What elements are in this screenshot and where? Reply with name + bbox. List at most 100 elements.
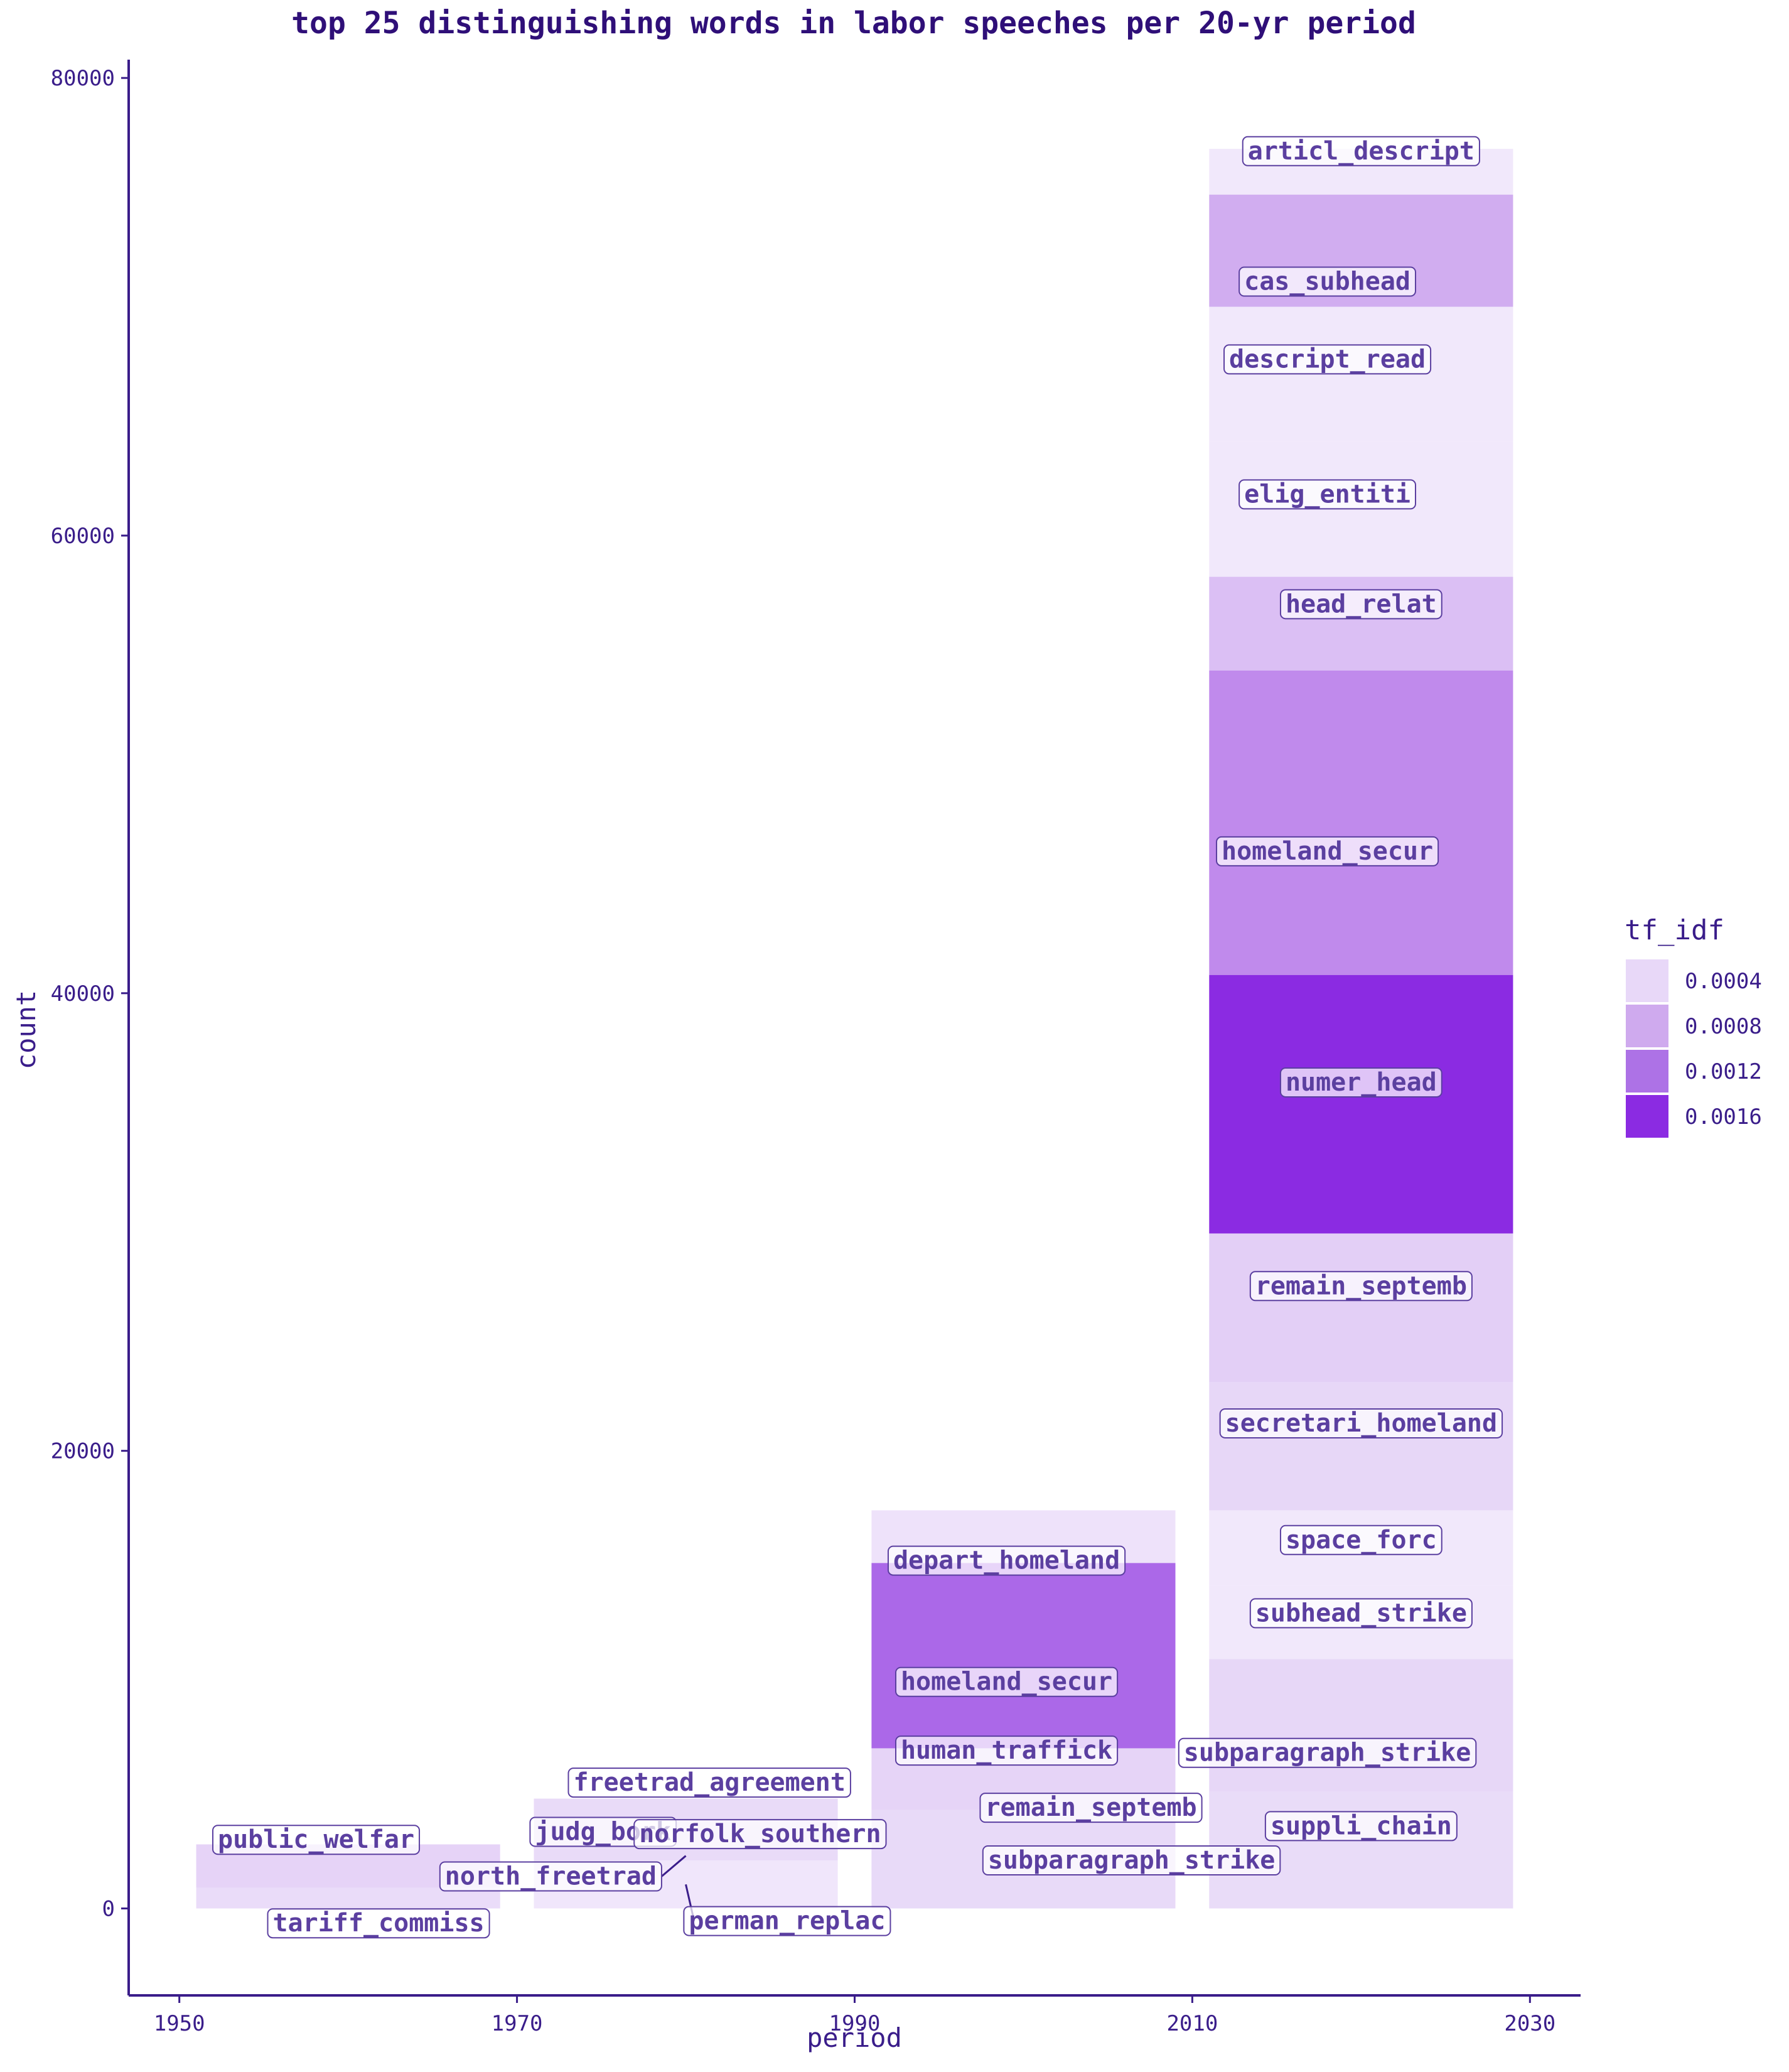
bar-segment-homeland-secur-2000 [871, 1563, 1176, 1749]
word-label: tariff_commiss [267, 1908, 490, 1939]
word-label-box [1279, 1524, 1442, 1555]
word-label-box [1238, 266, 1417, 297]
word-label: norfolk_southern [633, 1819, 887, 1850]
word-label-text: norfolk_southern [639, 1820, 881, 1848]
word-label: subparagraph_strike [982, 1845, 1281, 1875]
word-label-box [1216, 836, 1439, 866]
word-label-box [633, 1819, 887, 1850]
word-label-text: remain_septemb [1255, 1271, 1467, 1300]
word-label-box [887, 1545, 1126, 1576]
word-label: suppli_chain [1264, 1811, 1458, 1842]
bar-segment-numer-head-2020 [1209, 974, 1513, 1234]
label-leader-line [660, 1855, 687, 1877]
legend-swatch [1626, 959, 1668, 1002]
word-label-text: subparagraph_strike [1184, 1739, 1471, 1767]
y-tick-label: 80000 [51, 66, 115, 91]
legend-label: 0.0016 [1685, 1104, 1762, 1130]
word-label: numer_head [1279, 1067, 1442, 1098]
bar-segment-homeland-secur-2020 [1209, 671, 1513, 975]
word-label-text: subhead_strike [1255, 1599, 1467, 1627]
word-label-box [1242, 136, 1480, 166]
word-label-text: cas_subhead [1244, 267, 1410, 296]
word-label: cas_subhead [1238, 266, 1417, 297]
word-label-box [683, 1906, 891, 1936]
legend-swatch [1626, 1005, 1668, 1047]
y-tick-label: 0 [102, 1897, 115, 1922]
y-tick-label: 40000 [51, 981, 115, 1006]
word-label-text: articl_descript [1248, 137, 1475, 166]
word-label-box [1279, 589, 1442, 620]
word-label: subparagraph_strike [1178, 1737, 1477, 1768]
word-label: public_welfar [212, 1825, 421, 1855]
legend-swatch [1626, 1050, 1668, 1093]
word-label-text: homeland_secur [901, 1668, 1112, 1697]
word-label-text: remain_septemb [985, 1793, 1196, 1822]
word-label-text: numer_head [1286, 1068, 1437, 1097]
legend-swatch [1626, 1095, 1668, 1138]
word-label-box [212, 1825, 421, 1855]
word-label-box [1219, 1408, 1503, 1438]
bar-segment-secretari-homeland-2020 [1209, 1382, 1513, 1511]
word-label-text: north_freetrad [445, 1862, 657, 1891]
x-tick-label: 1950 [154, 2011, 205, 2036]
x-tick-label: 1970 [492, 2011, 543, 2036]
word-label-text: homeland_secur [1222, 837, 1433, 866]
word-label-text: space_forc [1286, 1526, 1437, 1555]
word-label: elig_entiti [1238, 479, 1417, 510]
y-tick-label: 20000 [51, 1439, 115, 1464]
word-label-box [267, 1908, 490, 1939]
word-label: descript_read [1223, 344, 1432, 375]
legend-title: tf_idf [1625, 914, 1724, 946]
word-label-text: secretari_homeland [1225, 1409, 1497, 1438]
word-labels-layer: public_welfar tariff_commiss freetrad_agre… [212, 136, 1503, 1939]
word-label-box [439, 1861, 662, 1892]
word-label-text: suppli_chain [1271, 1811, 1452, 1840]
y-axis-title: count [11, 990, 41, 1069]
word-label: secretari_homeland [1219, 1408, 1503, 1438]
word-label-text: descript_read [1229, 345, 1426, 374]
word-label: remain_septemb [979, 1793, 1203, 1823]
word-label-box [894, 1735, 1119, 1766]
word-label-text: subparagraph_strike [988, 1846, 1276, 1875]
word-label: depart_homeland [887, 1545, 1126, 1576]
word-label-box [894, 1666, 1119, 1697]
chart-title: top 25 distinguishing words in labor spe… [291, 6, 1416, 41]
x-axis-ticks: 1950 1970 1990 2010 2030 [154, 1995, 1555, 2036]
bar-segment-subparagraph-strike-2020 [1209, 1659, 1513, 1792]
word-label: perman_replac [683, 1906, 891, 1936]
word-label: articl_descript [1242, 136, 1480, 166]
y-axis-ticks: 0 20000 40000 60000 80000 [51, 66, 129, 1922]
word-label-text: perman_replac [689, 1907, 885, 1936]
word-label: subhead_strike [1249, 1598, 1473, 1629]
bar-segment-north-freetrad-1980 [534, 1848, 838, 1860]
word-label-text: freetrad_agreement [573, 1768, 845, 1797]
word-label-text: human_traffick [901, 1736, 1112, 1765]
word-label: homeland_secur [894, 1666, 1119, 1697]
y-tick-label: 60000 [51, 524, 115, 549]
word-label: freetrad_agreement [567, 1767, 851, 1798]
word-label-box [979, 1793, 1203, 1823]
bar-segment-remain-septemb-2020 [1209, 1233, 1513, 1383]
word-label-box [1279, 1067, 1442, 1098]
x-tick-label: 2030 [1504, 2011, 1555, 2036]
word-label: space_forc [1279, 1524, 1442, 1555]
word-label: north_freetrad [439, 1861, 662, 1892]
word-label-box [567, 1767, 851, 1798]
legend: tf_idf 0.0004 0.0008 0.0012 0.0016 [1625, 914, 1762, 1138]
word-label-text: depart_homeland [893, 1546, 1120, 1575]
legend-label: 0.0008 [1685, 1014, 1762, 1039]
word-label-text: elig_entiti [1244, 480, 1410, 509]
legend-label: 0.0004 [1685, 969, 1762, 994]
x-tick-label: 2010 [1166, 2011, 1218, 2036]
word-label-box [1264, 1811, 1458, 1842]
word-label-text: tariff_commiss [272, 1909, 484, 1938]
bars-layer [196, 149, 1513, 1909]
word-label: homeland_secur [1216, 836, 1439, 866]
legend-label: 0.0012 [1685, 1059, 1762, 1084]
word-label: head_relat [1279, 589, 1442, 620]
word-label-box [1249, 1271, 1473, 1302]
word-label: remain_septemb [1249, 1271, 1473, 1302]
x-tick-label: 1990 [829, 2011, 881, 2036]
word-label-text: public_welfar [218, 1825, 414, 1854]
